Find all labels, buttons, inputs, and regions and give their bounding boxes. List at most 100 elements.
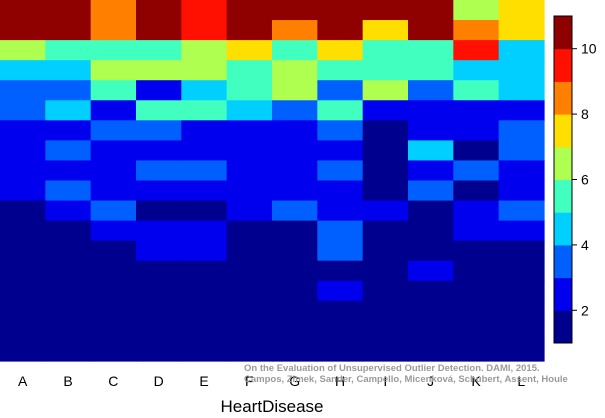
colorbar-segment — [554, 277, 572, 311]
heatmap-cell — [498, 160, 545, 182]
heatmap-cell — [272, 260, 318, 282]
heatmap-cell — [317, 0, 364, 21]
heatmap-cell — [0, 320, 46, 342]
heatmap-cell — [136, 100, 182, 121]
x-tick-label: L — [517, 373, 525, 389]
heatmap-cell — [226, 20, 273, 41]
colorbar-tick-label: 4 — [581, 237, 589, 253]
heatmap-cell — [181, 260, 228, 282]
heatmap-cell — [498, 260, 545, 282]
heatmap-cell — [226, 160, 273, 182]
heatmap-cell — [136, 20, 182, 41]
heatmap-cell — [226, 0, 273, 21]
heatmap-cell — [408, 120, 454, 141]
heatmap-cell — [181, 100, 228, 121]
heatmap-cell — [408, 0, 454, 21]
heatmap-cell — [226, 300, 273, 322]
heatmap-cell — [362, 140, 409, 162]
heatmap-cell — [45, 240, 92, 262]
heatmap-cell — [136, 260, 182, 282]
heatmap-cell — [272, 60, 318, 81]
heatmap-cell — [453, 120, 500, 141]
heatmap-cell — [181, 60, 228, 81]
colorbar-segment — [554, 146, 572, 180]
heatmap-cell — [136, 120, 182, 141]
heatmap-cell — [45, 40, 92, 61]
citation-line-1: On the Evaluation of Unsupervised Outlie… — [244, 363, 540, 374]
heatmap-cell — [0, 160, 46, 182]
x-tick-label: K — [471, 373, 481, 389]
colorbar-tick-label: 8 — [581, 106, 589, 122]
heatmap-cell — [45, 0, 92, 21]
heatmap-cell — [362, 40, 409, 61]
heatmap-cell — [0, 80, 46, 101]
heatmap-cell — [136, 220, 182, 242]
heatmap-cell — [272, 140, 318, 162]
heatmap-cell — [0, 200, 46, 222]
heatmap-cell — [498, 240, 545, 262]
heatmap-cell — [317, 180, 364, 202]
heatmap-cell — [408, 80, 454, 101]
heatmap-cell — [45, 280, 92, 302]
heatmap-cell — [0, 220, 46, 242]
x-tick-label: E — [199, 373, 208, 389]
heatmap-cell — [498, 0, 545, 21]
heatmap-cell — [181, 340, 228, 362]
heatmap-cell — [136, 240, 182, 262]
heatmap-cell — [453, 200, 500, 222]
heatmap-cell — [272, 40, 318, 61]
heatmap-cell — [453, 300, 500, 322]
heatmap-cell — [272, 80, 318, 101]
heatmap-cell — [362, 300, 409, 322]
heatmap-cell — [226, 200, 273, 222]
colorbar-tick-labels: 2 4 6 8 10 — [572, 41, 597, 318]
heatmap-cell — [90, 340, 137, 362]
x-axis-label: HeartDisease — [221, 397, 324, 413]
heatmap-cell — [453, 220, 500, 242]
heatmap-cell — [408, 20, 454, 41]
heatmap-cell — [45, 120, 92, 141]
heatmap-cell — [45, 300, 92, 322]
heatmap-cell — [181, 240, 228, 262]
heatmap-cell — [498, 280, 545, 302]
heatmap-cell — [408, 300, 454, 322]
heatmap-cell — [226, 340, 273, 362]
heatmap-cell — [362, 20, 409, 41]
heatmap-cell — [136, 160, 182, 182]
heatmap-cell — [45, 200, 92, 222]
heatmap-cell — [136, 0, 182, 21]
heatmap-cell — [453, 20, 500, 41]
heatmap-cell — [272, 220, 318, 242]
heatmap-cell — [498, 320, 545, 342]
colorbar-segment — [554, 212, 572, 246]
heatmap-cell — [90, 320, 137, 342]
heatmap-cell — [498, 220, 545, 242]
heatmap-cell — [317, 300, 364, 322]
heatmap-cell — [90, 180, 137, 202]
heatmap-cell — [408, 100, 454, 121]
heatmap-cell — [90, 40, 137, 61]
heatmap-cell — [362, 180, 409, 202]
heatmap-cell — [362, 260, 409, 282]
heatmap-cell — [453, 160, 500, 182]
heatmap-cell — [136, 140, 182, 162]
heatmap-cell — [317, 220, 364, 242]
x-tick-label: G — [289, 373, 300, 389]
heatmap-cell — [136, 60, 182, 81]
heatmap-cell — [317, 20, 364, 41]
heatmap-cell — [362, 80, 409, 101]
heatmap-cell — [453, 0, 500, 21]
heatmap-cell — [453, 60, 500, 81]
heatmap-cell — [317, 80, 364, 101]
heatmap-cell — [0, 120, 46, 141]
heatmap-cell — [362, 220, 409, 242]
heatmap-cell — [0, 280, 46, 302]
heatmap-cell — [226, 120, 273, 141]
heatmap-cell — [317, 60, 364, 81]
heatmap-cell — [90, 140, 137, 162]
heatmap-cell — [498, 100, 545, 121]
x-tick-label: A — [18, 373, 28, 389]
heatmap-cell — [272, 120, 318, 141]
heatmap-cell — [226, 220, 273, 242]
